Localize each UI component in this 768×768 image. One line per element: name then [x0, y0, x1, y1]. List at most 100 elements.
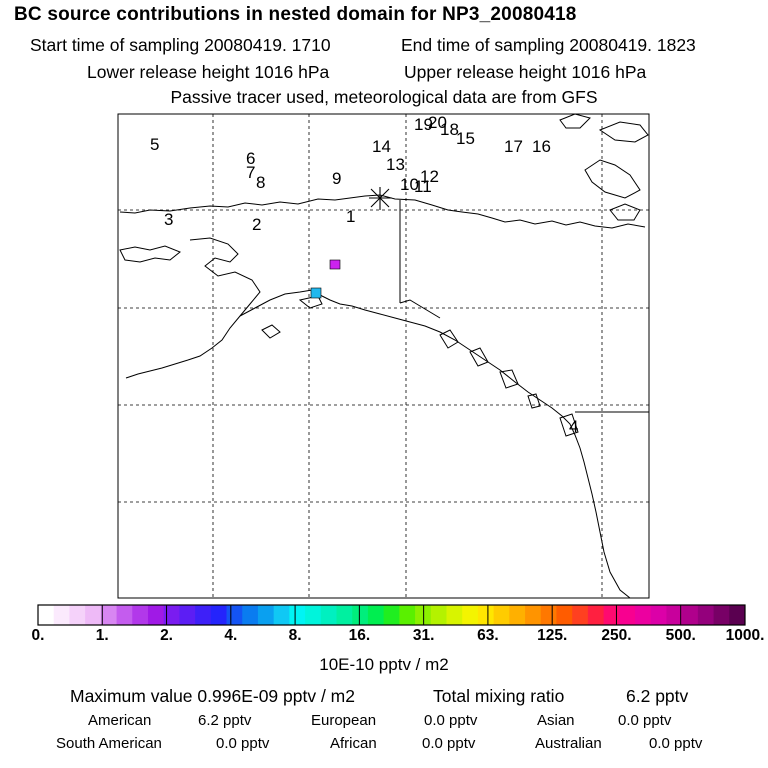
graticule: [118, 114, 649, 598]
region-value: 0.0 pptv: [216, 735, 270, 752]
total-mixing-label: Total mixing ratio: [433, 686, 565, 706]
colorbar-swatch: [635, 605, 652, 625]
colorbar-swatch: [147, 605, 165, 625]
colorbar-swatch: [305, 605, 322, 625]
station-label: 20: [428, 113, 447, 132]
station-label: 11: [414, 177, 432, 196]
colorbar-swatch: [336, 605, 353, 625]
colorbar-swatch: [477, 605, 495, 625]
colorbar-swatch: [289, 605, 306, 625]
station-label: 10: [400, 175, 419, 194]
station-label: 14: [372, 137, 391, 156]
station-label: 17: [504, 137, 523, 156]
colorbar-swatch: [85, 605, 102, 625]
colorbar: [37, 604, 746, 626]
upper-release-label: Upper release height 1016 hPa: [404, 62, 647, 82]
colorbar-swatch: [399, 605, 416, 625]
colorbar-swatch: [69, 605, 86, 625]
region-value: 0.0 pptv: [422, 735, 476, 752]
colorbar-swatch: [352, 605, 369, 625]
colorbar-swatch: [525, 605, 542, 625]
region-value: 0.0 pptv: [618, 712, 672, 729]
region-name: Asian: [537, 712, 575, 729]
coastline: [119, 113, 649, 599]
colorbar-swatch: [415, 605, 432, 625]
station-label: 4: [569, 417, 578, 436]
release-point-icon: [369, 187, 392, 210]
colorbar-swatch: [556, 605, 573, 625]
region-name: African: [330, 735, 377, 752]
station-label: 16: [532, 137, 551, 156]
colorbar-swatch: [650, 605, 667, 625]
colorbar-tick-label: 31.: [412, 627, 435, 644]
colorbar-tick-label: 1000.: [725, 627, 765, 644]
colorbar-swatch: [195, 605, 212, 625]
colorbar-swatch: [493, 605, 510, 625]
station-label: 5: [150, 135, 159, 154]
colorbar-swatch: [163, 605, 180, 625]
colorbar-swatch: [179, 605, 196, 625]
region-value: 6.2 pptv: [198, 712, 252, 729]
colorbar-swatch: [572, 605, 589, 625]
colorbar-tick-label: 8.: [288, 627, 302, 644]
contribution-cells: [310, 259, 341, 299]
colorbar-swatch: [367, 605, 385, 625]
colorbar-swatch: [697, 605, 714, 625]
tracer-label: Passive tracer used, meteorological data…: [170, 87, 598, 107]
colorbar-tick-label: 1.: [95, 627, 109, 644]
station-label: 3: [164, 210, 173, 229]
colorbar-swatch: [462, 605, 479, 625]
colorbar-swatch: [116, 605, 133, 625]
region-name: South American: [56, 735, 162, 752]
colorbar-swatch: [132, 605, 149, 625]
station-label: 15: [456, 129, 475, 148]
colorbar-swatch: [53, 605, 70, 625]
region-value: 0.0 pptv: [649, 735, 703, 752]
station-label: 7: [246, 163, 255, 182]
colorbar-tick-label: 250.: [601, 627, 632, 644]
colorbar-swatch: [38, 605, 55, 625]
station-label: 19: [414, 115, 433, 134]
map-frame: [117, 113, 650, 599]
colorbar-swatch: [729, 605, 746, 625]
contribution-cell: [329, 259, 341, 270]
colorbar-swatch: [320, 605, 337, 625]
colorbar-swatch: [273, 605, 290, 625]
colorbar-swatch: [100, 605, 117, 625]
colorbar-swatch: [383, 605, 400, 625]
colorbar-swatch: [226, 605, 243, 625]
station-label: 1: [346, 207, 355, 226]
start-time-label: Start time of sampling 20080419. 1710: [30, 35, 331, 55]
region-value: 0.0 pptv: [424, 712, 478, 729]
colorbar-swatch: [587, 605, 604, 625]
colorbar-tick-label: 4.: [224, 627, 238, 644]
colorbar-tick-label: 0.: [31, 627, 45, 644]
colorbar-swatch: [446, 605, 463, 625]
colorbar-tick-label: 500.: [665, 627, 696, 644]
colorbar-border: [37, 604, 746, 626]
station-label: 2: [252, 215, 261, 234]
region-name: European: [311, 712, 377, 729]
station-label: 8: [256, 173, 265, 192]
station-label: 9: [332, 169, 341, 188]
colorbar-swatch: [540, 605, 557, 625]
colorbar-swatch: [682, 605, 699, 625]
colorbar-tick-label: 63.: [477, 627, 499, 644]
region-name: Australian: [535, 735, 602, 752]
colorbar-swatch: [257, 605, 275, 625]
region-name: American: [88, 712, 152, 729]
colorbar-swatch: [713, 605, 730, 625]
colorbar-swatch: [210, 605, 227, 625]
colorbar-swatch: [509, 605, 526, 625]
total-mixing-value: 6.2 pptv: [626, 686, 689, 706]
station-label: 12: [420, 167, 439, 186]
colorbar-swatch: [603, 605, 620, 625]
colorbar-tick-label: 125.: [537, 627, 568, 644]
colorbar-swatch: [619, 605, 636, 625]
end-time-label: End time of sampling 20080419. 1823: [401, 35, 696, 55]
max-value-label: Maximum value 0.996E-09 pptv / m2: [70, 686, 355, 706]
colorbar-swatch: [666, 605, 683, 625]
station-label: 6: [246, 149, 255, 168]
